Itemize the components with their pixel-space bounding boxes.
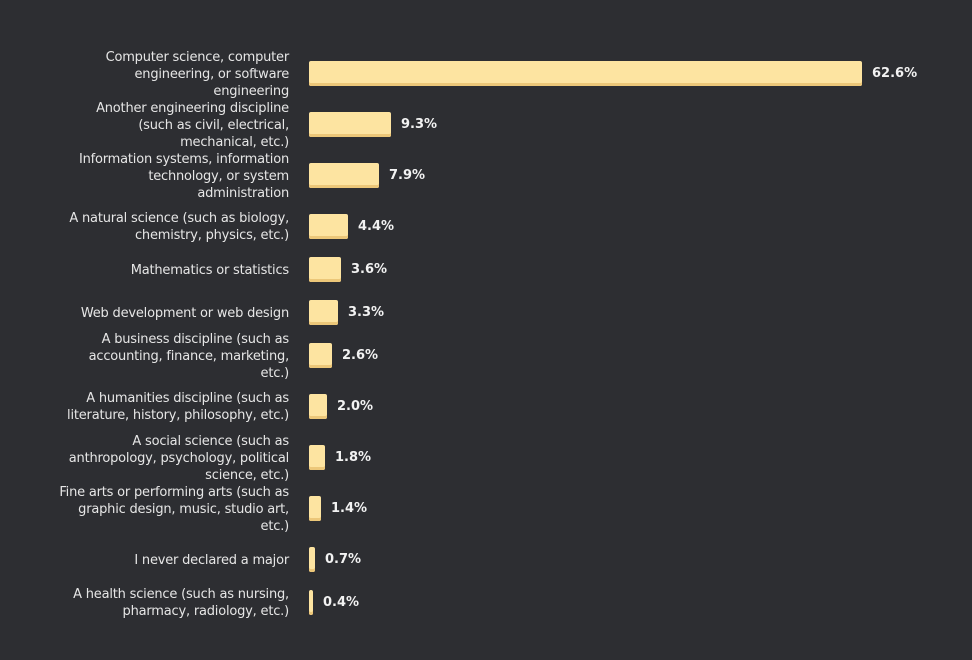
bar[interactable] xyxy=(309,163,379,188)
bar[interactable] xyxy=(309,300,338,325)
bar[interactable] xyxy=(309,547,315,572)
category-label: Another engineering discipline (such as … xyxy=(96,101,289,150)
value-label: 3.3% xyxy=(348,305,385,320)
bar[interactable] xyxy=(309,343,332,368)
value-label: 7.9% xyxy=(389,168,426,183)
bar[interactable] xyxy=(309,112,391,137)
value-label: 0.7% xyxy=(325,552,362,567)
bar[interactable] xyxy=(309,61,862,86)
category-label: A social science (such as anthropology, … xyxy=(68,434,289,483)
value-label: 2.0% xyxy=(337,399,374,414)
category-label: Web development or web design xyxy=(80,306,289,321)
value-label: 62.6% xyxy=(872,66,918,81)
bar[interactable] xyxy=(309,394,327,419)
bar[interactable] xyxy=(309,445,325,470)
value-label: 4.4% xyxy=(358,219,395,234)
category-label: A natural science (such as biology, chem… xyxy=(69,211,289,243)
value-label: 1.8% xyxy=(335,450,372,465)
value-label: 1.4% xyxy=(331,501,368,516)
category-label: I never declared a major xyxy=(134,553,289,568)
bar[interactable] xyxy=(309,214,348,239)
value-label: 9.3% xyxy=(401,117,438,132)
category-label: A humanities discipline (such as literat… xyxy=(67,391,289,423)
value-label: 2.6% xyxy=(342,348,379,363)
bar[interactable] xyxy=(309,496,321,521)
value-label: 0.4% xyxy=(323,595,360,610)
bar[interactable] xyxy=(309,257,341,282)
value-label: 3.6% xyxy=(351,262,388,277)
category-label: A health science (such as nursing, pharm… xyxy=(73,587,289,619)
category-label: Mathematics or statistics xyxy=(130,263,289,278)
bar[interactable] xyxy=(309,590,313,615)
category-label: Computer science, computer engineering, … xyxy=(105,50,290,99)
category-label: Information systems, information technol… xyxy=(78,152,289,201)
category-label: Fine arts or performing arts (such as gr… xyxy=(59,485,289,534)
category-label: A business discipline (such as accountin… xyxy=(88,332,290,381)
